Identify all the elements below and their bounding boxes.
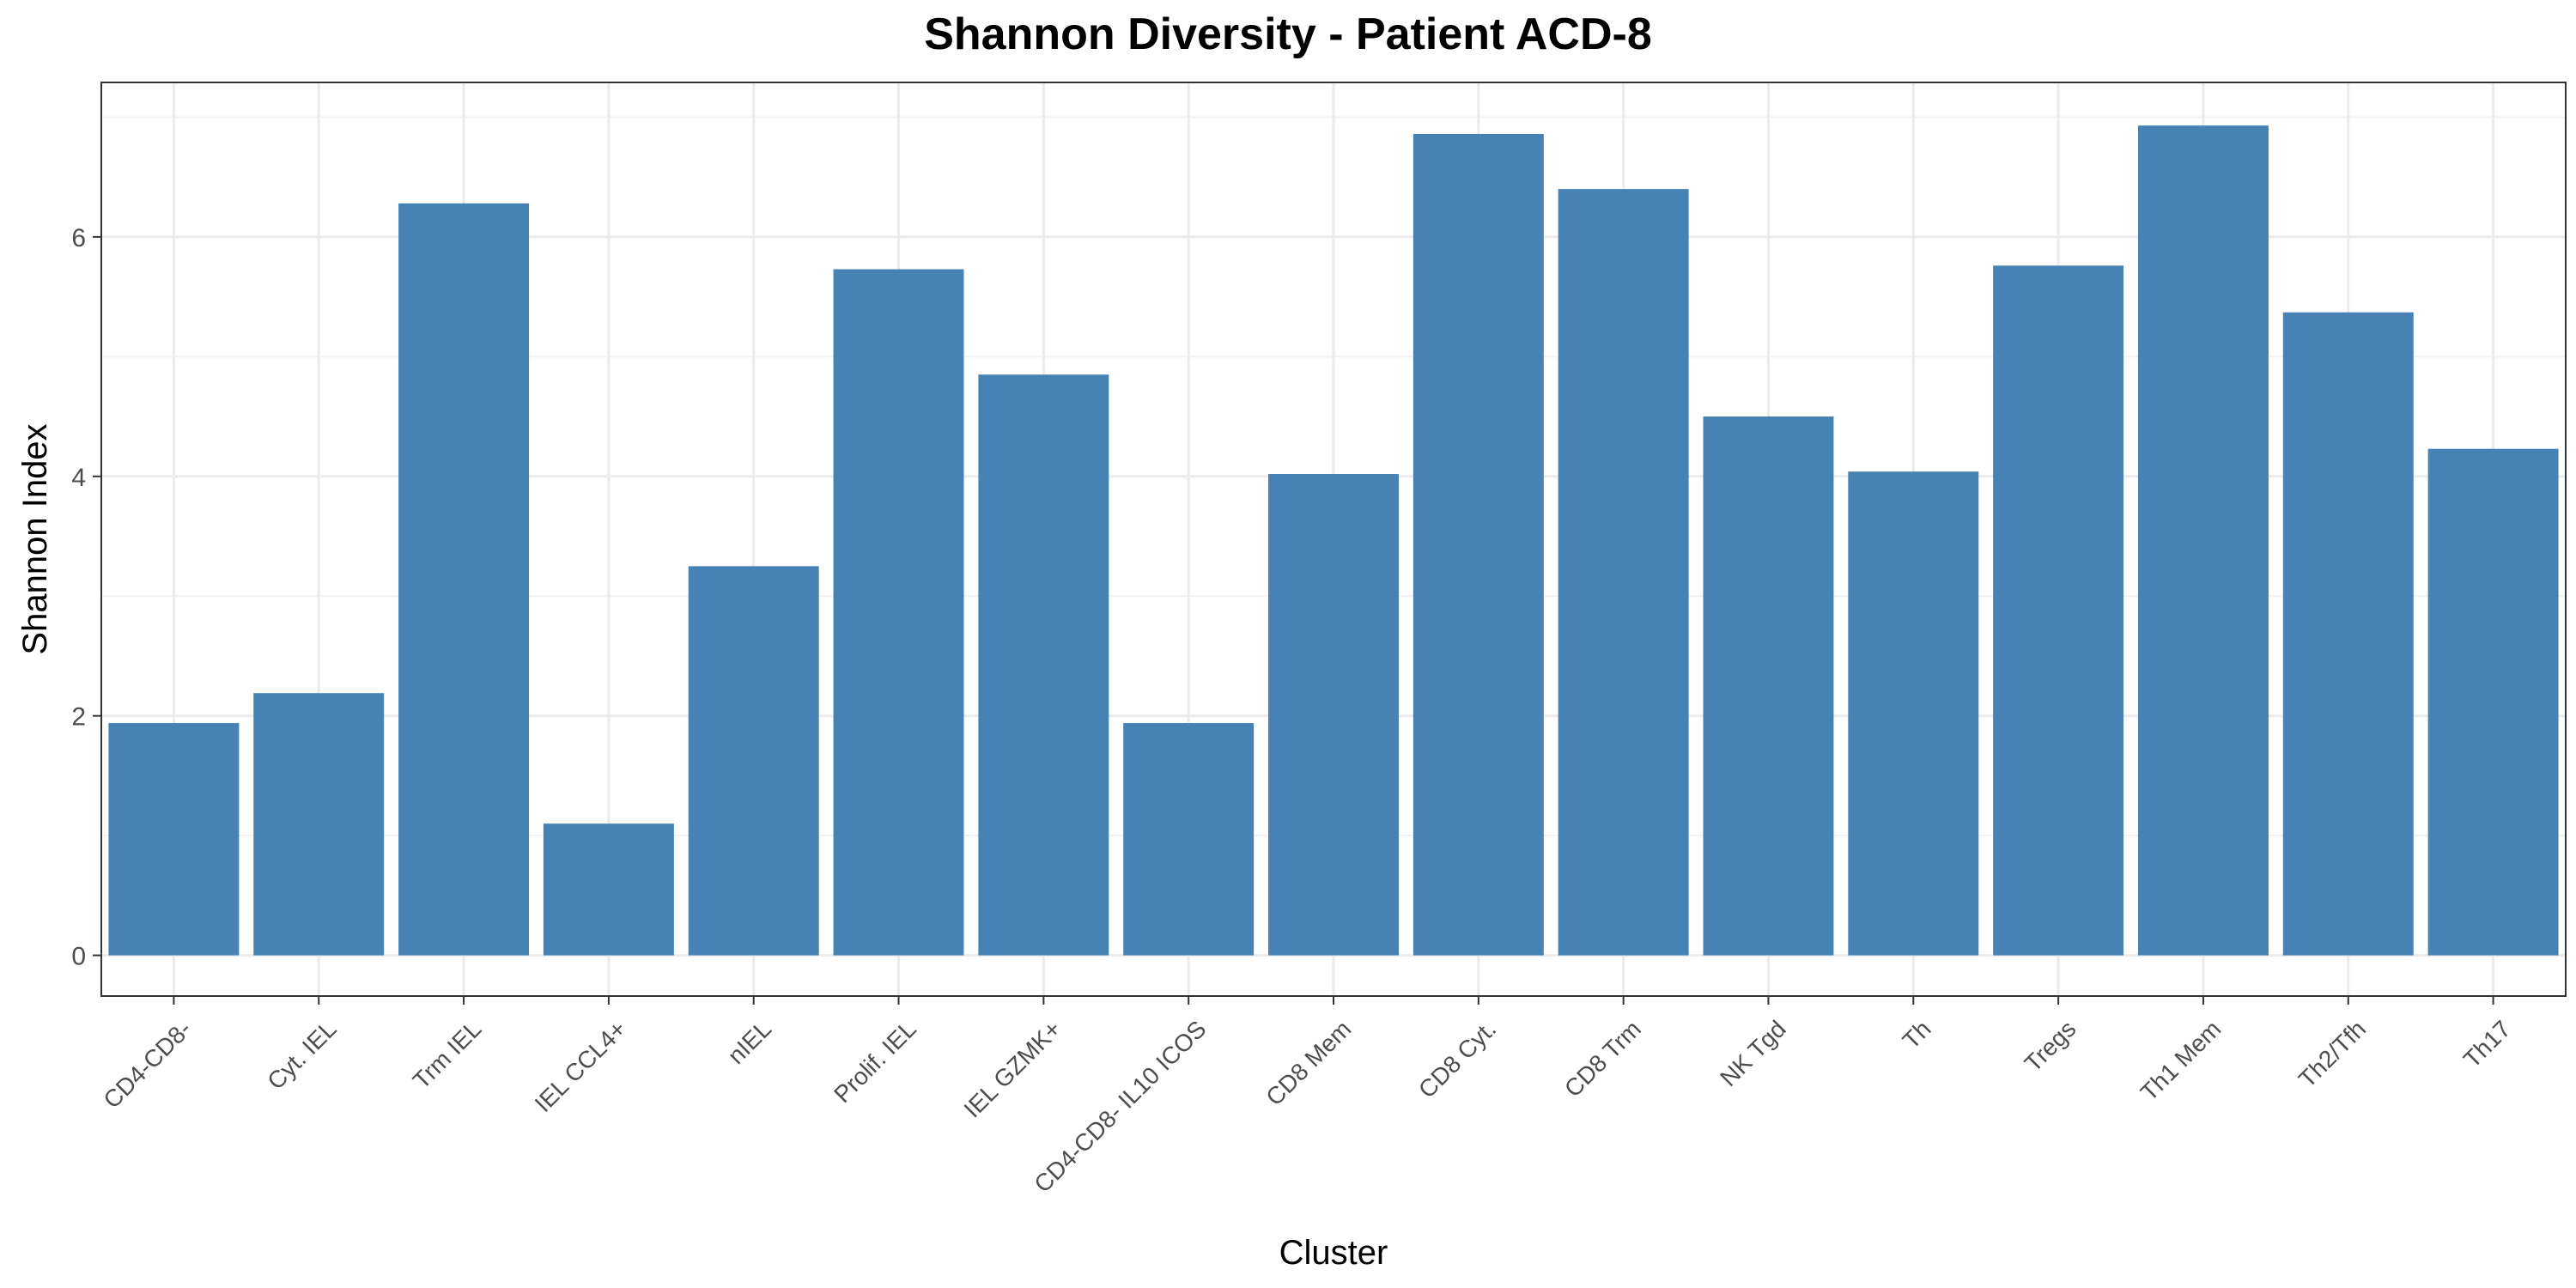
bar bbox=[1993, 265, 2124, 956]
x-tick-label: nIEL bbox=[722, 1015, 776, 1069]
y-tick-label: 4 bbox=[71, 464, 86, 492]
x-tick-label: Th17 bbox=[2458, 1015, 2516, 1072]
bar bbox=[1413, 133, 1544, 956]
x-tick-label: CD8 Cyt. bbox=[1413, 1015, 1501, 1103]
x-tick-label: Prolif. IEL bbox=[829, 1015, 921, 1108]
bars bbox=[108, 125, 2559, 956]
y-tick-label: 2 bbox=[71, 703, 86, 732]
bar bbox=[833, 269, 964, 956]
bar bbox=[1558, 189, 1689, 956]
x-tick-label: Tregs bbox=[2020, 1015, 2081, 1077]
x-tick-label: IEL CCL4+ bbox=[530, 1015, 632, 1117]
bar bbox=[253, 693, 385, 956]
bar bbox=[543, 823, 674, 956]
x-tick-label: Cyt. IEL bbox=[262, 1015, 341, 1094]
bar bbox=[2282, 312, 2414, 956]
bar bbox=[398, 203, 530, 956]
y-tick-labels: 0 2 4 6 bbox=[71, 224, 86, 971]
bar bbox=[1123, 723, 1255, 956]
bar bbox=[1268, 474, 1399, 956]
x-axis-title: Cluster bbox=[1279, 1234, 1388, 1272]
y-tick-label: 0 bbox=[71, 943, 86, 971]
x-tick-label: NK Tgd bbox=[1715, 1015, 1791, 1091]
y-tick-label: 6 bbox=[71, 224, 86, 252]
bar bbox=[1703, 416, 1834, 956]
chart-title: Shannon Diversity - Patient ACD-8 bbox=[924, 9, 1652, 59]
x-tick-label: IEL GZMK+ bbox=[959, 1015, 1066, 1122]
x-tick-label: CD8 Trm bbox=[1559, 1015, 1646, 1102]
y-axis-title: Shannon Index bbox=[16, 423, 54, 654]
x-tick-label: CD4-CD8- bbox=[98, 1015, 196, 1113]
x-tick-label: Trm IEL bbox=[408, 1015, 487, 1094]
x-tick-label: Th2/Tfh bbox=[2293, 1015, 2371, 1092]
x-tick-label: CD8 Mem bbox=[1261, 1015, 1356, 1110]
bar bbox=[2427, 448, 2559, 956]
bar bbox=[2137, 125, 2269, 956]
x-tick-labels: CD4-CD8- Cyt. IEL Trm IEL IEL CCL4+ nIEL Prol… bbox=[98, 1015, 2516, 1197]
bar bbox=[108, 723, 240, 956]
bar bbox=[978, 374, 1109, 956]
axis-ticks bbox=[93, 235, 2494, 1005]
bar bbox=[1848, 471, 1979, 956]
x-tick-label: Th1 Mem bbox=[2136, 1015, 2227, 1106]
x-tick-label: Th bbox=[1898, 1015, 1936, 1054]
bar bbox=[688, 566, 819, 956]
